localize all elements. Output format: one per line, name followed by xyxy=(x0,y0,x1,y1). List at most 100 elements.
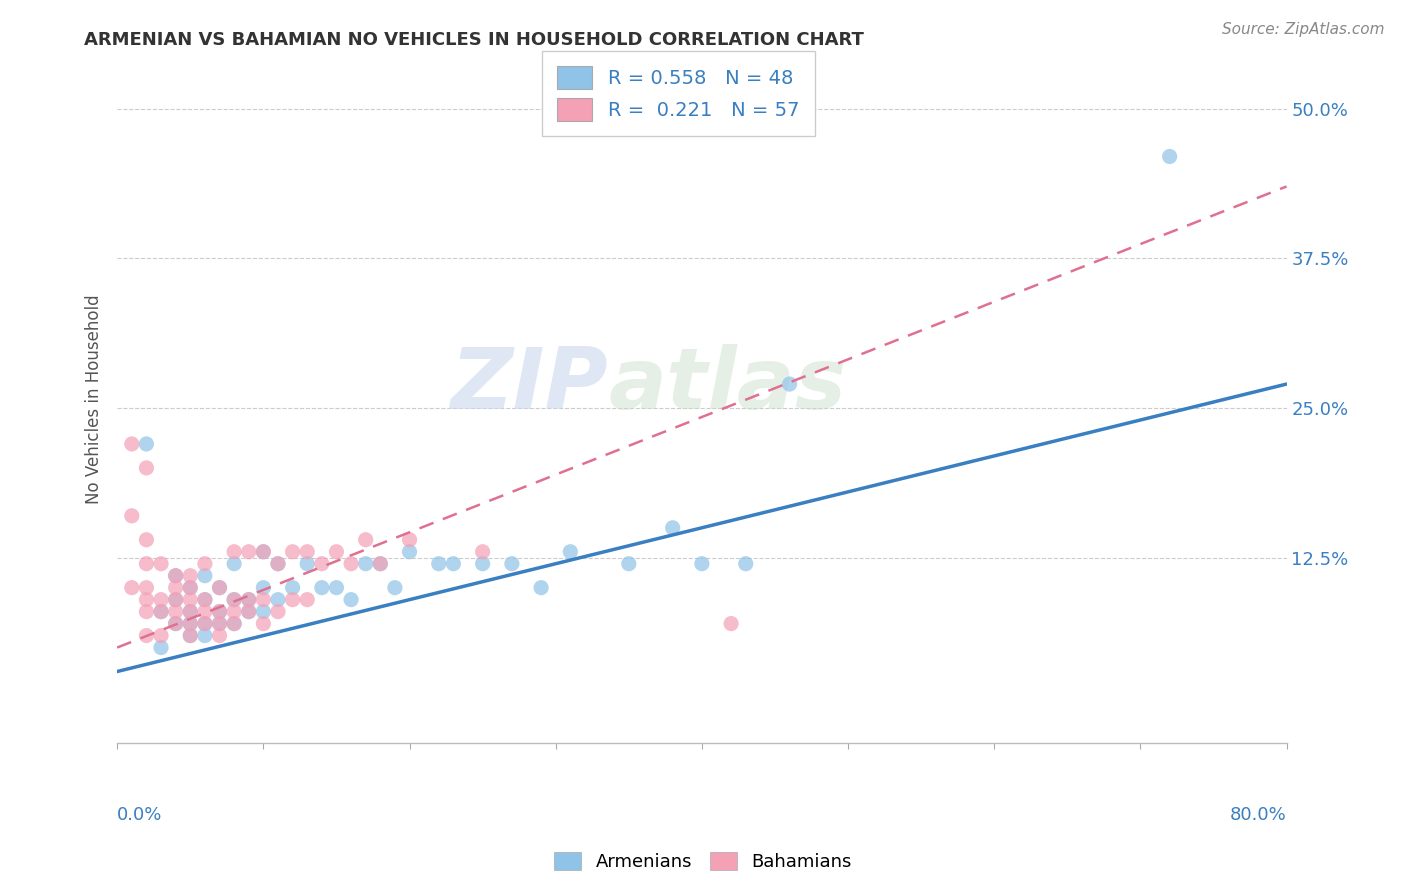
Point xyxy=(267,557,290,571)
Point xyxy=(179,581,201,595)
Point xyxy=(224,592,246,607)
Text: 80.0%: 80.0% xyxy=(1230,805,1286,823)
Point xyxy=(121,581,143,595)
Point xyxy=(121,508,143,523)
Point xyxy=(135,461,157,475)
Point xyxy=(297,545,319,559)
Point xyxy=(297,592,319,607)
Point xyxy=(325,581,347,595)
Point xyxy=(208,605,231,619)
Y-axis label: No Vehicles in Household: No Vehicles in Household xyxy=(86,294,103,504)
Point xyxy=(150,605,173,619)
Point xyxy=(194,592,217,607)
Point xyxy=(252,545,274,559)
Text: 0.0%: 0.0% xyxy=(117,805,163,823)
Point xyxy=(194,616,217,631)
Point xyxy=(194,629,217,643)
Point xyxy=(354,557,377,571)
Point xyxy=(179,605,201,619)
Point xyxy=(224,557,246,571)
Point xyxy=(354,533,377,547)
Point xyxy=(224,605,246,619)
Point xyxy=(179,568,201,582)
Point xyxy=(194,605,217,619)
Point xyxy=(720,616,742,631)
Point xyxy=(194,557,217,571)
Text: Source: ZipAtlas.com: Source: ZipAtlas.com xyxy=(1222,22,1385,37)
Point xyxy=(135,581,157,595)
Point xyxy=(238,592,260,607)
Point xyxy=(281,592,304,607)
Point xyxy=(252,592,274,607)
Point xyxy=(281,545,304,559)
Point xyxy=(252,545,274,559)
Point xyxy=(179,605,201,619)
Point xyxy=(135,557,157,571)
Point xyxy=(150,629,173,643)
Point xyxy=(238,592,260,607)
Point xyxy=(297,557,319,571)
Point xyxy=(179,592,201,607)
Point xyxy=(194,568,217,582)
Point xyxy=(238,545,260,559)
Point xyxy=(208,581,231,595)
Point xyxy=(135,629,157,643)
Point xyxy=(135,592,157,607)
Point xyxy=(179,616,201,631)
Point xyxy=(252,616,274,631)
Point xyxy=(165,568,187,582)
Point xyxy=(325,545,347,559)
Point xyxy=(368,557,391,571)
Point xyxy=(165,592,187,607)
Point xyxy=(441,557,464,571)
Point xyxy=(150,557,173,571)
Point xyxy=(165,568,187,582)
Point xyxy=(267,605,290,619)
Text: ZIP: ZIP xyxy=(451,343,609,426)
Point xyxy=(398,533,420,547)
Point xyxy=(224,616,246,631)
Point xyxy=(165,605,187,619)
Point xyxy=(165,581,187,595)
Point xyxy=(135,437,157,451)
Point xyxy=(501,557,523,571)
Point xyxy=(530,581,553,595)
Point xyxy=(384,581,406,595)
Point xyxy=(208,581,231,595)
Point xyxy=(121,437,143,451)
Point xyxy=(267,592,290,607)
Point xyxy=(224,545,246,559)
Point xyxy=(224,616,246,631)
Point xyxy=(340,557,363,571)
Point xyxy=(194,616,217,631)
Point xyxy=(427,557,450,571)
Point xyxy=(135,605,157,619)
Point xyxy=(560,545,582,559)
Point xyxy=(471,545,494,559)
Text: ARMENIAN VS BAHAMIAN NO VEHICLES IN HOUSEHOLD CORRELATION CHART: ARMENIAN VS BAHAMIAN NO VEHICLES IN HOUS… xyxy=(84,31,865,49)
Point xyxy=(734,557,756,571)
Point xyxy=(281,581,304,595)
Point xyxy=(267,557,290,571)
Point xyxy=(165,616,187,631)
Point xyxy=(208,616,231,631)
Point xyxy=(165,616,187,631)
Point xyxy=(617,557,640,571)
Point xyxy=(238,605,260,619)
Point xyxy=(398,545,420,559)
Point xyxy=(224,592,246,607)
Point xyxy=(179,629,201,643)
Point xyxy=(252,605,274,619)
Point xyxy=(661,521,683,535)
Point xyxy=(368,557,391,571)
Point xyxy=(238,605,260,619)
Point xyxy=(179,629,201,643)
Point xyxy=(135,533,157,547)
Text: atlas: atlas xyxy=(609,343,846,426)
Point xyxy=(779,377,801,392)
Point xyxy=(208,616,231,631)
Point xyxy=(194,592,217,607)
Point xyxy=(179,581,201,595)
Point xyxy=(311,581,333,595)
Legend: R = 0.558   N = 48, R =  0.221   N = 57: R = 0.558 N = 48, R = 0.221 N = 57 xyxy=(541,51,815,136)
